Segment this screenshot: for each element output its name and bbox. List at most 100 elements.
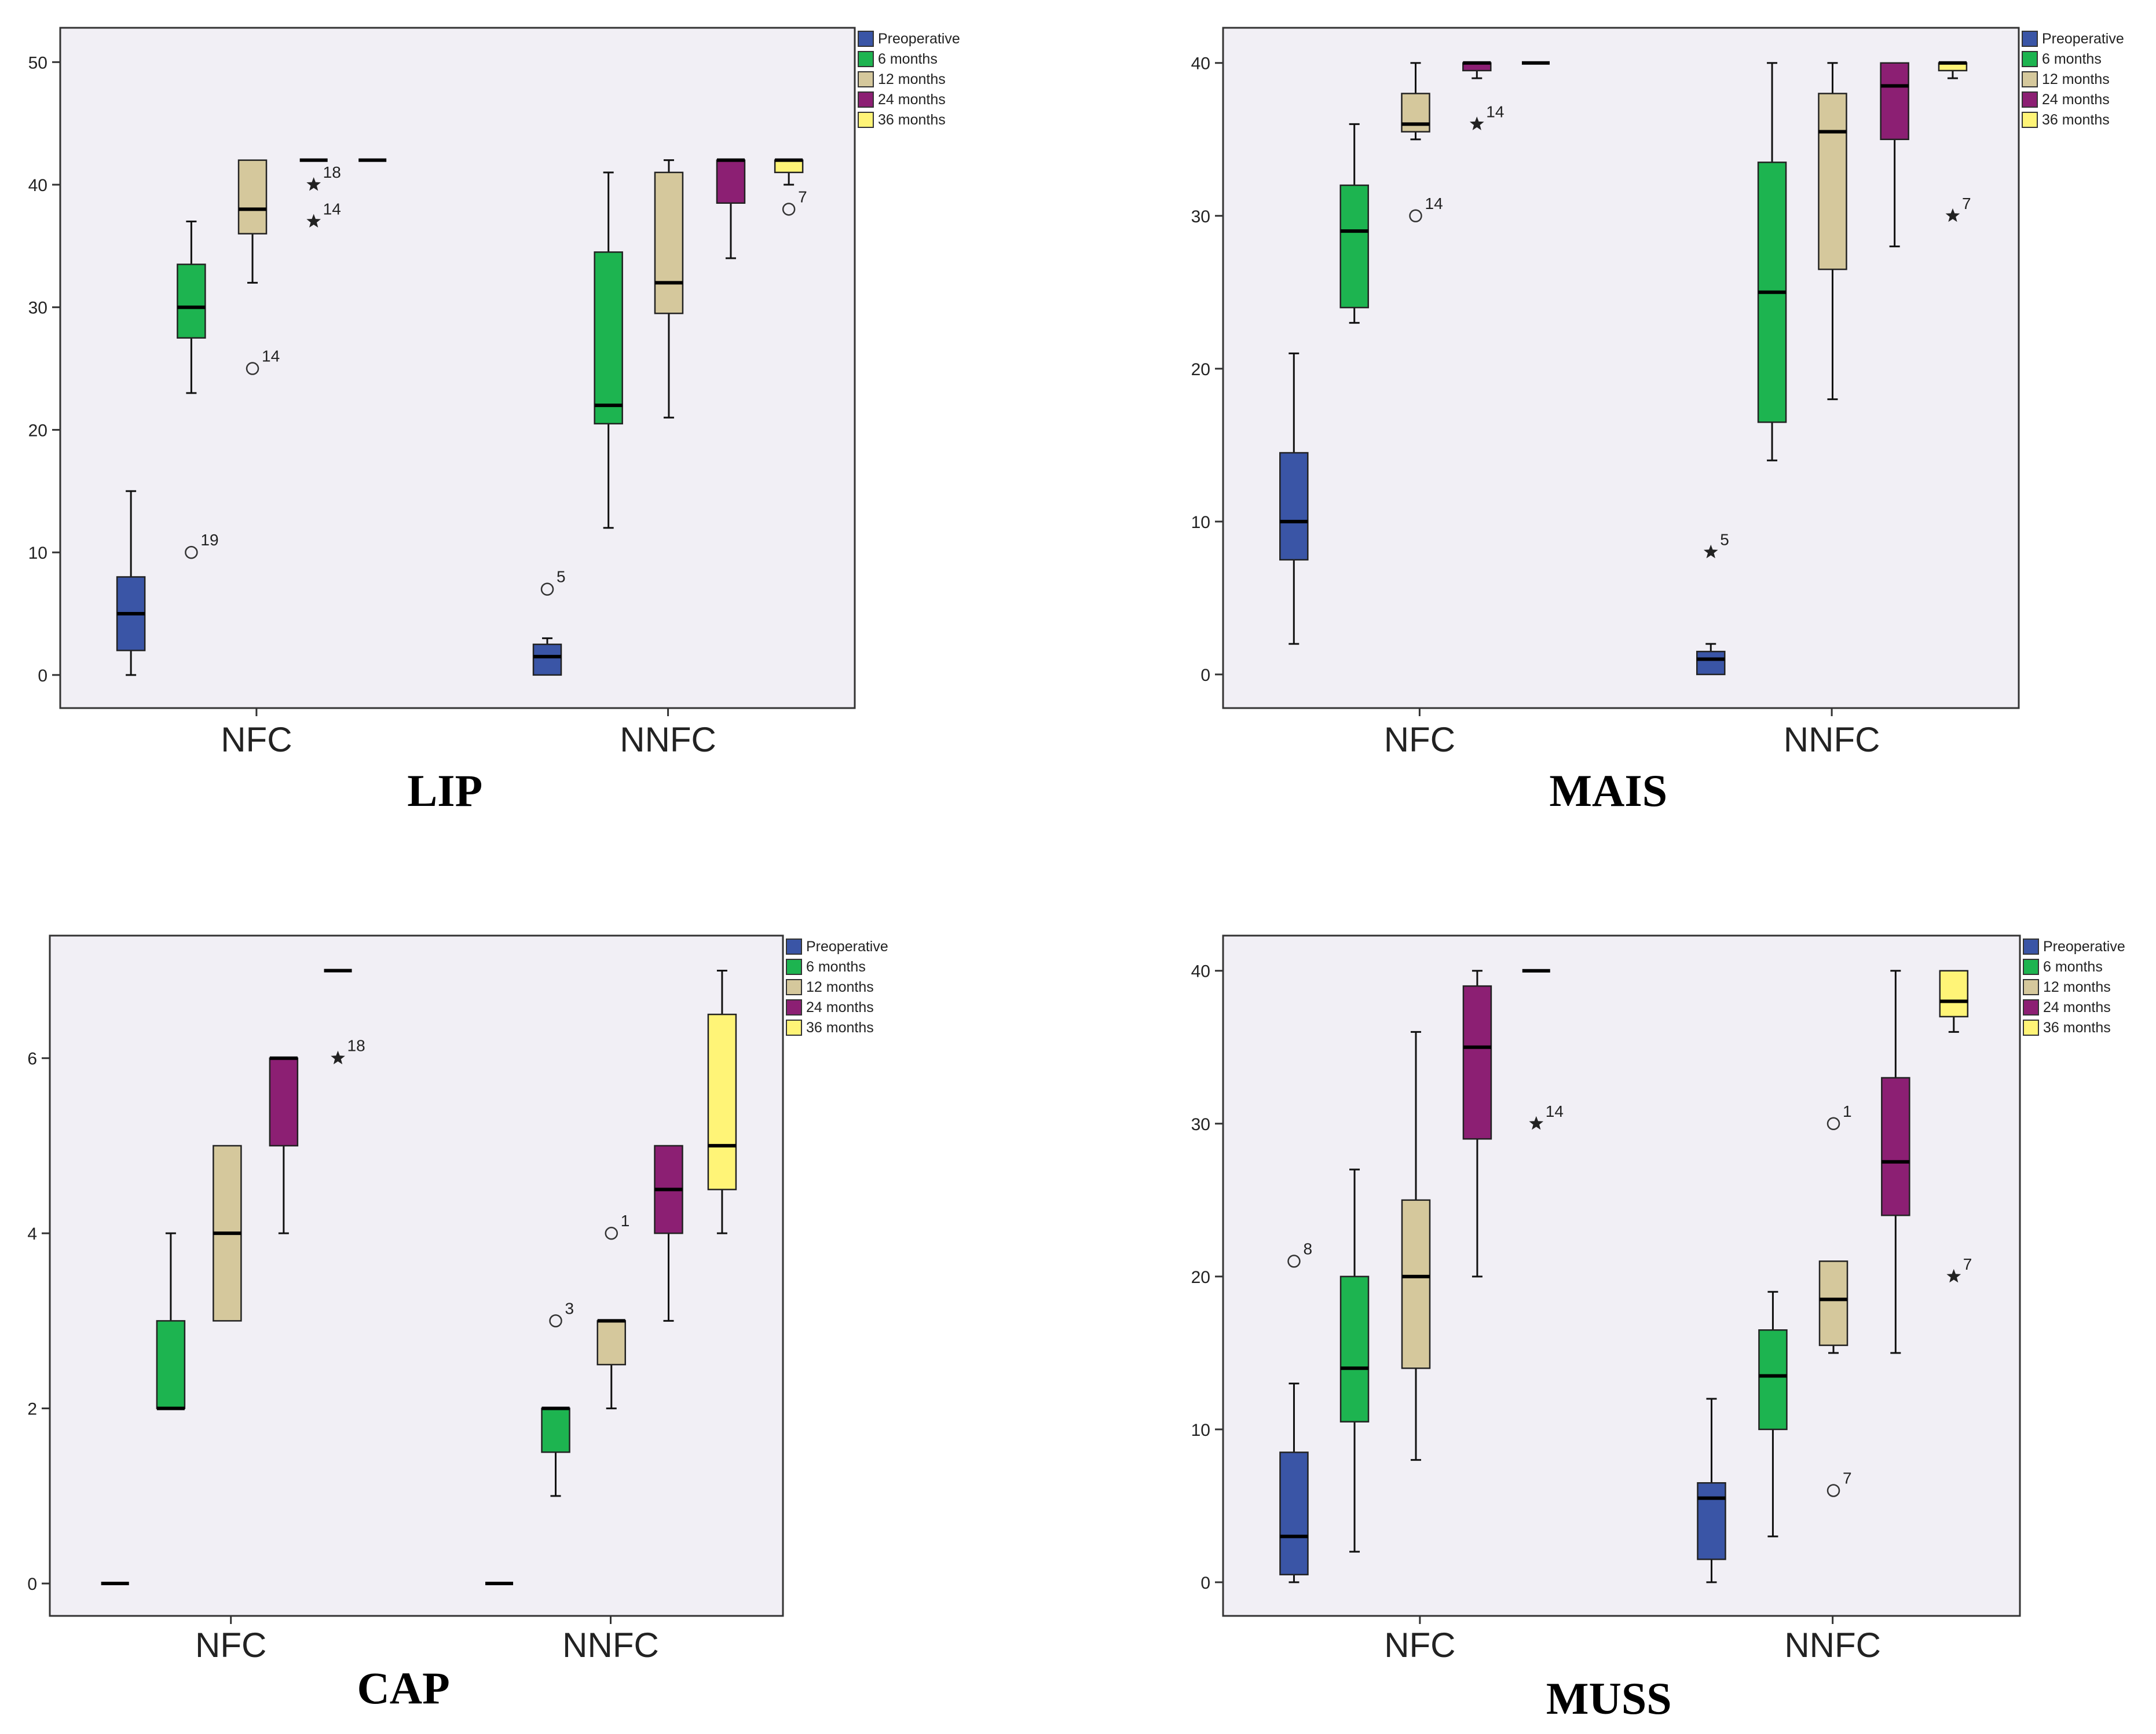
outlier-circle: 1	[1826, 1102, 1852, 1131]
legend-item: 36 months	[786, 1020, 874, 1036]
y-tick-label: 40	[1191, 54, 1210, 74]
legend-label: 6 months	[2043, 959, 2103, 975]
outlier-marker	[540, 582, 554, 596]
y-tick-label: 0	[27, 1575, 37, 1594]
chart-title: LIP	[407, 765, 482, 816]
legend-label: 24 months	[806, 999, 874, 1016]
legend-label: 12 months	[806, 979, 874, 995]
outlier-circle: 5	[540, 568, 566, 596]
legend-item: 24 months	[2023, 999, 2111, 1016]
legend-label: 36 months	[806, 1020, 874, 1036]
plot-area	[1222, 934, 2021, 1617]
y-tick-label: 6	[27, 1050, 37, 1069]
y-tick-label: 40	[1191, 962, 1210, 981]
outlier-marker	[1826, 1484, 1840, 1497]
legend-label: 6 months	[806, 959, 866, 975]
outlier-star-marker	[331, 1050, 345, 1065]
outlier-label: 14	[1425, 195, 1443, 212]
iqr-box	[1758, 1329, 1788, 1431]
box-nnfc-24-months	[716, 158, 746, 259]
iqr-box	[716, 159, 746, 204]
legend-item: 12 months	[858, 71, 946, 87]
box-nfc-preoperative	[1279, 1383, 1309, 1583]
category-label-nfc: NFC	[221, 720, 292, 759]
iqr-box	[774, 159, 804, 174]
outlier-star: 7	[1945, 195, 1971, 222]
outlier-label: 14	[1486, 102, 1504, 120]
box-nnfc-12-months	[1818, 62, 1847, 401]
legend-swatch	[858, 112, 874, 128]
legend-item: 6 months	[786, 959, 866, 975]
outlier-label: 5	[557, 568, 566, 586]
box-nfc-preoperative	[116, 490, 146, 676]
legend-item: Preoperative	[2023, 939, 2125, 955]
legend-item: Preoperative	[2022, 31, 2124, 47]
legend-label: 12 months	[2042, 71, 2110, 87]
box-nnfc-preoperative	[1696, 643, 1726, 676]
legend-label: 24 months	[878, 91, 946, 108]
legend-item: 6 months	[2023, 959, 2103, 975]
legend-swatch	[2022, 112, 2038, 128]
iqr-box	[654, 171, 684, 314]
legend-swatch	[858, 31, 874, 47]
box-nnfc-12-months	[596, 1319, 627, 1410]
outlier-star: 7	[1946, 1255, 1972, 1283]
legend-item: 24 months	[786, 999, 874, 1016]
box-nfc-12-months	[1401, 62, 1430, 141]
legend-label: 36 months	[2042, 112, 2110, 128]
panel-muss: 0 10 20 30 40 NFC NNFC MUSS 8 14 1 7 7 Preoperative 6 …	[1191, 934, 2125, 1724]
outlier-marker	[605, 1226, 618, 1240]
legend-label: 12 months	[878, 71, 946, 87]
box-nfc-6-months	[1339, 123, 1369, 324]
legend-item: 24 months	[858, 91, 946, 108]
box-nnfc-36-months	[1939, 970, 1969, 1033]
legend-label: Preoperative	[2042, 31, 2124, 47]
legend-label: 12 months	[2043, 979, 2111, 995]
legend-swatch	[786, 999, 802, 1016]
legend-item: 12 months	[2023, 979, 2111, 995]
legend-swatch	[2023, 979, 2039, 995]
outlier-star: 14	[306, 200, 341, 228]
outlier-label: 5	[1720, 531, 1729, 549]
box-nnfc-24-months	[654, 1145, 683, 1322]
box-nnfc-24-months	[1880, 62, 1909, 248]
legend-swatch	[2023, 939, 2039, 955]
legend-swatch	[786, 939, 802, 955]
outlier-marker	[549, 1314, 562, 1328]
legend-item: Preoperative	[858, 31, 960, 47]
legend-swatch	[2022, 91, 2038, 108]
iqr-box	[156, 1320, 186, 1409]
box-nfc-24-months	[269, 1056, 299, 1234]
box-nnfc-36-months	[707, 969, 737, 1234]
iqr-box	[1818, 1260, 1848, 1346]
outlier-star-marker	[1946, 1269, 1961, 1283]
box-nnfc-12-months	[1818, 1260, 1848, 1354]
box-nfc-24-months	[1462, 970, 1492, 1278]
box-nfc-6-months	[156, 1232, 186, 1410]
y-tick-label: 20	[1191, 360, 1210, 379]
legend-swatch	[858, 91, 874, 108]
outlier-marker	[246, 362, 259, 375]
y-tick-label: 30	[1191, 207, 1210, 226]
outlier-star: 5	[1703, 531, 1729, 559]
category-label-nnfc: NNFC	[562, 1626, 659, 1665]
iqr-box	[1818, 93, 1847, 270]
category-label-nnfc: NNFC	[620, 720, 716, 759]
iqr-box	[1880, 62, 1909, 141]
outlier-star-marker	[1945, 208, 1960, 222]
legend-swatch	[2023, 999, 2039, 1016]
category-label-nnfc: NNFC	[1784, 720, 1880, 759]
y-tick-label: 50	[28, 53, 47, 72]
legend-label: 6 months	[878, 51, 938, 67]
outlier-label: 18	[347, 1037, 365, 1055]
legend: Preoperative 6 months 12 months 24 months 36…	[2022, 31, 2124, 128]
y-tick-label: 0	[1200, 1574, 1210, 1593]
panel-lip: 0 10 20 30 40 50 NFC NNFC LIP 19 14 18 14 5 7 Preoperat…	[28, 27, 960, 816]
box-nnfc-preoperative	[532, 637, 562, 676]
outlier-star-marker	[1469, 116, 1484, 130]
iqr-box	[177, 263, 206, 339]
iqr-box	[541, 1407, 570, 1453]
legend-swatch	[2022, 31, 2038, 47]
outlier-marker	[1287, 1255, 1301, 1268]
iqr-box	[532, 643, 562, 676]
